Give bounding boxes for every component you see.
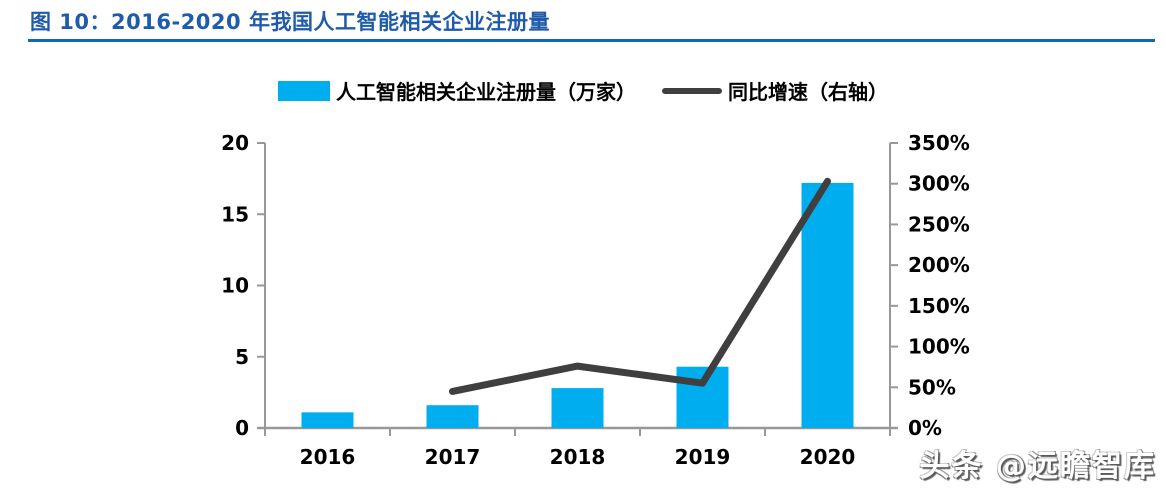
legend-item-registrations: 人工智能相关企业注册量（万家） <box>278 76 636 105</box>
right-axis-tick-label: 250% <box>908 212 970 236</box>
figure-title: 图 10：2016-2020 年我国人工智能相关企业注册量 <box>30 10 550 34</box>
x-axis-label-2016: 2016 <box>300 445 356 469</box>
line-series-swatch <box>662 87 722 94</box>
chart-legend: 人工智能相关企业注册量（万家） 同比增速（右轴） <box>0 76 1166 105</box>
growth-line <box>449 177 831 395</box>
legend-label-registrations: 人工智能相关企业注册量（万家） <box>336 80 636 104</box>
x-axis-label-2019: 2019 <box>675 445 731 469</box>
bar-2019 <box>676 366 729 428</box>
right-axis-tick-label: 200% <box>908 253 970 277</box>
right-axis-tick-label: 350% <box>908 131 970 155</box>
bar-2018 <box>551 388 604 428</box>
legend-item-growth: 同比增速（右轴） <box>662 76 888 105</box>
right-axis-tick-label: 50% <box>908 375 956 399</box>
right-axis-tick-label: 300% <box>908 172 970 196</box>
x-axis-label-2020: 2020 <box>800 445 856 469</box>
bar-2017 <box>426 405 479 428</box>
bar-series-swatch <box>278 80 330 101</box>
left-axis-tick-label: 0 <box>235 416 249 440</box>
left-axis-tick-label: 10 <box>221 274 249 298</box>
watermark: 头条 @远瞻智库 <box>919 449 1156 484</box>
bar-2020 <box>801 182 854 428</box>
title-divider <box>28 39 1155 42</box>
left-axis-tick-label: 20 <box>221 131 249 155</box>
right-axis-tick-label: 150% <box>908 294 970 318</box>
x-axis-label-2017: 2017 <box>425 445 481 469</box>
left-axis-tick-label: 15 <box>221 202 249 226</box>
x-axis-label-2018: 2018 <box>550 445 606 469</box>
legend-label-growth: 同比增速（右轴） <box>728 80 888 104</box>
left-axis-tick-label: 5 <box>235 345 249 369</box>
bar-2016 <box>301 412 354 428</box>
right-axis-tick-label: 0% <box>908 416 942 440</box>
right-axis-tick-label: 100% <box>908 335 970 359</box>
